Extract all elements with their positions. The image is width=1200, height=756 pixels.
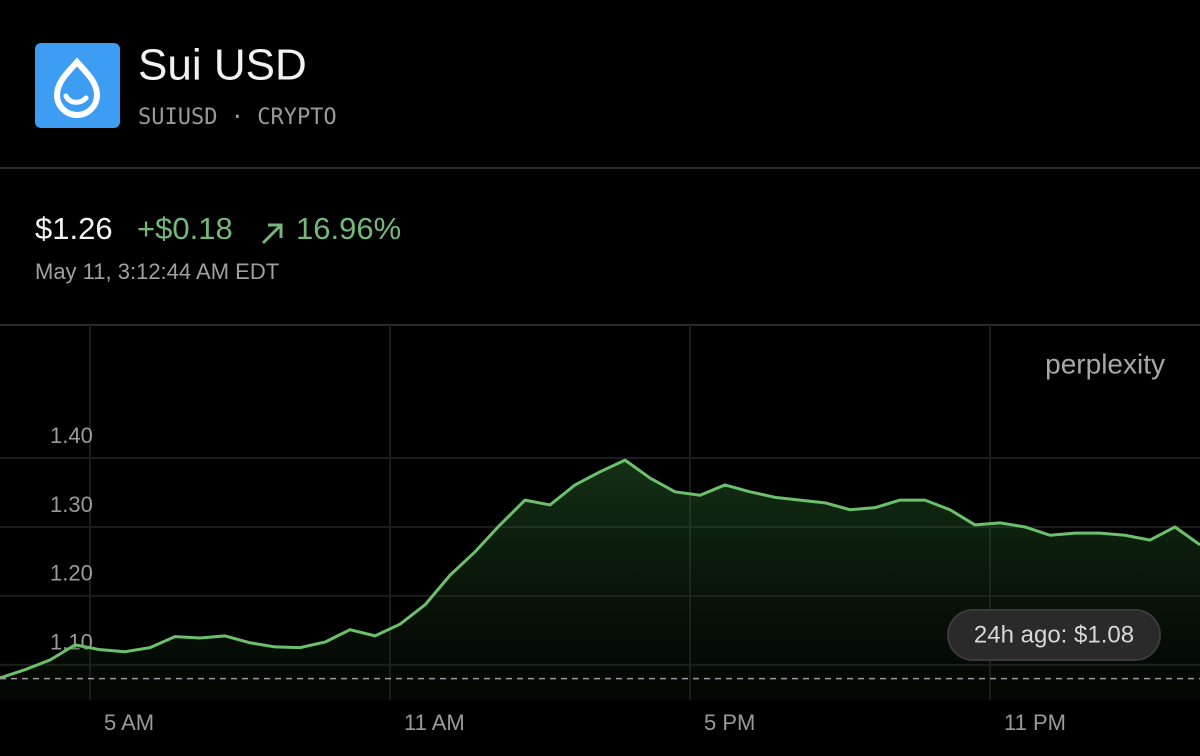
- y-tick-label: 1.30: [50, 492, 93, 517]
- title: Sui USD: [138, 41, 307, 90]
- up-arrow: [261, 223, 283, 245]
- change: +$0.18: [137, 211, 233, 246]
- logo-drop: [53, 57, 101, 118]
- subtitle: SUIUSD · CRYPTO: [138, 105, 337, 130]
- x-tick-label: 5 PM: [704, 710, 755, 735]
- price: $1.26: [35, 211, 113, 246]
- logo-wave: [63, 93, 89, 105]
- chart: 5 AM 11 AM 5 PM 11 PM1.101.201.301.40perple…: [0, 325, 1200, 735]
- reference-badge: [947, 609, 1161, 661]
- price-line: [0, 458, 1200, 680]
- timestamp: May 11, 3:12:44 AM EDT: [35, 259, 279, 284]
- watermark: perplexity: [1045, 348, 1165, 379]
- x-tick-label: 11 AM: [404, 710, 465, 735]
- percent: 16.96%: [296, 211, 401, 246]
- y-tick-label: 1.20: [50, 561, 93, 586]
- x-tick-label: 11 PM: [1004, 710, 1066, 735]
- x-tick-label: 5 AM: [104, 710, 154, 735]
- area: [0, 460, 1200, 700]
- y-tick-label: 1.40: [50, 423, 93, 448]
- logo: [35, 43, 120, 128]
- reference-label: 24h ago: $1.08: [974, 621, 1134, 648]
